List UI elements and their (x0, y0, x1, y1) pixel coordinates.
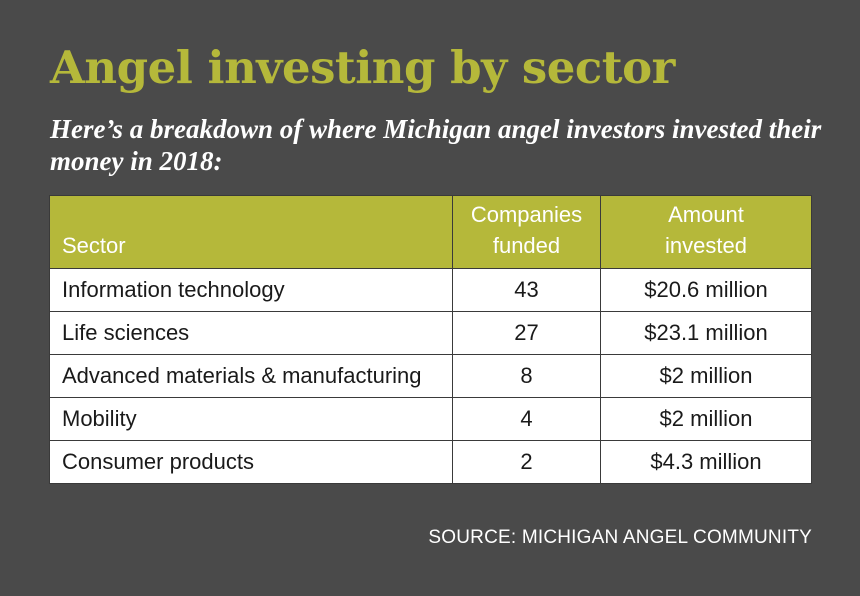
cell-companies: 43 (452, 268, 601, 312)
cell-sector: Information technology (49, 268, 453, 312)
table-row: Advanced materials & manufacturing 8 $2 … (49, 354, 812, 398)
cell-amount: $20.6 million (600, 268, 812, 312)
source-note: SOURCE: MICHIGAN ANGEL COMMUNITY (428, 527, 812, 548)
cell-sector: Life sciences (49, 311, 453, 355)
cell-companies: 27 (452, 311, 601, 355)
table-row: Life sciences 27 $23.1 million (49, 311, 812, 355)
table-header-row: Sector Companies funded Amount invested (49, 195, 812, 269)
table-row: Consumer products 2 $4.3 million (49, 440, 812, 484)
cell-companies: 2 (452, 440, 601, 484)
column-header-amount-line2: invested (665, 233, 747, 258)
column-header-companies-line2: funded (492, 233, 561, 258)
cell-companies: 8 (452, 354, 601, 398)
column-header-companies: Companies funded (452, 195, 601, 269)
cell-sector: Consumer products (49, 440, 453, 484)
page-title: Angel investing by sector (50, 41, 675, 94)
column-header-amount: Amount invested (600, 195, 812, 269)
cell-amount: $4.3 million (600, 440, 812, 484)
table-row: Mobility 4 $2 million (49, 397, 812, 441)
cell-amount: $2 million (600, 354, 812, 398)
column-header-amount-line1: Amount (668, 202, 744, 227)
cell-sector: Advanced materials & manufacturing (49, 354, 453, 398)
sector-table: Sector Companies funded Amount invested … (49, 195, 812, 484)
cell-companies: 4 (452, 397, 601, 441)
column-header-sector: Sector (49, 195, 453, 269)
cell-amount: $2 million (600, 397, 812, 441)
column-header-sector-label: Sector (62, 233, 126, 258)
cell-sector: Mobility (49, 397, 453, 441)
table-row: Information technology 43 $20.6 million (49, 268, 812, 312)
cell-amount: $23.1 million (600, 311, 812, 355)
column-header-companies-line1: Companies (470, 202, 583, 227)
page-subtitle: Here’s a breakdown of where Michigan ang… (50, 114, 822, 176)
